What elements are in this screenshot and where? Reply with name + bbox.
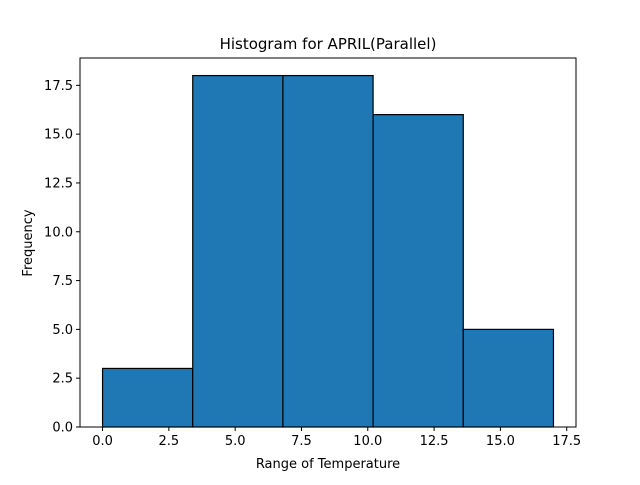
x-tick-label: 12.5: [420, 434, 449, 449]
histogram-bar: [101, 367, 194, 428]
y-tick-label: 15.0: [44, 128, 73, 143]
y-tick-label: 2.5: [52, 372, 73, 387]
x-tick-label: 7.5: [291, 434, 312, 449]
x-tick-label: 10.0: [353, 434, 382, 449]
histogram-bar: [372, 114, 464, 428]
x-tick-label: 17.5: [552, 434, 581, 449]
x-tick-label: 0.0: [92, 434, 113, 449]
x-tick-label: 5.0: [225, 434, 246, 449]
x-tick-label: 15.0: [486, 434, 515, 449]
histogram-bar: [462, 328, 555, 428]
axes-group: 0.0 2.5 5.0 7.5 10.0 12.5 15.0 17.5 0.0 2.5 5.0 7.5…: [44, 57, 581, 449]
y-tick-label: 17.5: [44, 79, 73, 94]
y-tick-label: 7.5: [52, 274, 73, 289]
y-axis-label: Frequency: [21, 209, 36, 276]
y-tick-label: 0.0: [52, 421, 73, 436]
y-tick-label: 5.0: [52, 323, 73, 338]
chart-title: Histogram for APRIL(Parallel): [220, 35, 437, 53]
x-tick-label: 2.5: [159, 434, 180, 449]
y-tick-label: 12.5: [44, 176, 73, 191]
y-tick-label: 10.0: [44, 225, 73, 240]
bars-group: [101, 74, 555, 428]
histogram-bar: [192, 74, 284, 428]
axes-frame: [79, 57, 577, 428]
x-axis-label: Range of Temperature: [256, 457, 400, 472]
histogram-bar: [282, 74, 374, 428]
